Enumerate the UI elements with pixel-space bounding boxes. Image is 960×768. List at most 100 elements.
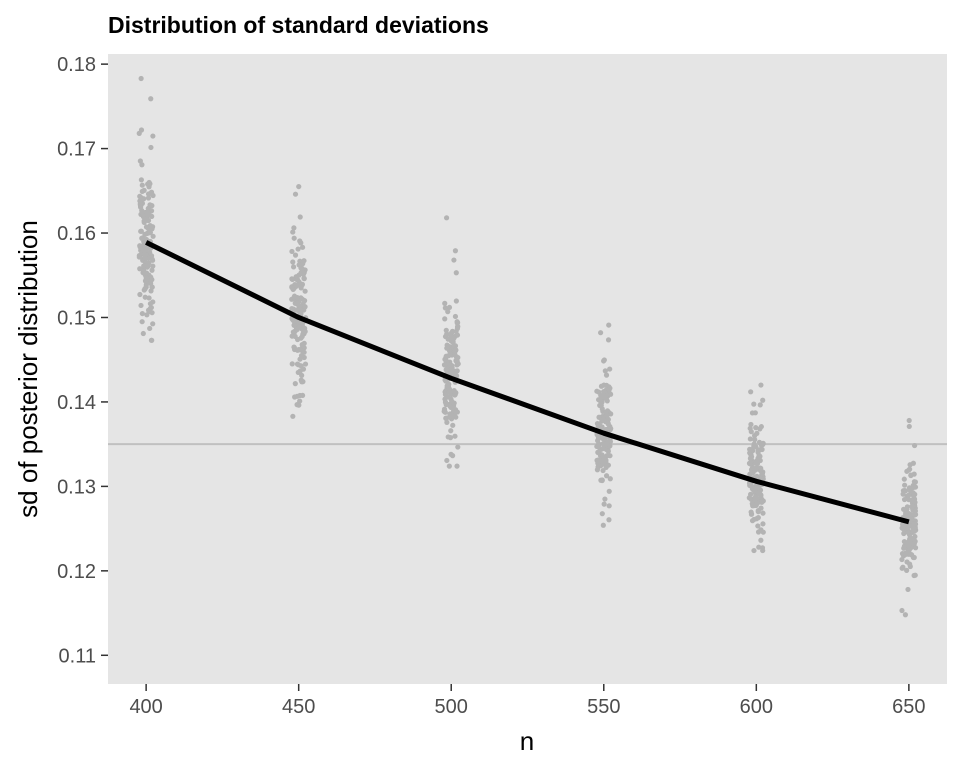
data-point [758, 382, 764, 388]
data-point [753, 425, 759, 431]
data-point [445, 434, 451, 440]
data-point [144, 209, 150, 216]
data-point [289, 276, 295, 282]
data-point [599, 406, 605, 412]
data-point [446, 463, 452, 469]
data-point [150, 133, 156, 139]
data-point [298, 310, 304, 317]
data-point [443, 215, 450, 221]
data-point [749, 484, 756, 490]
data-point [602, 394, 608, 400]
data-point [747, 455, 754, 462]
data-point [142, 294, 148, 300]
y-tick-label: 0.14 [57, 392, 96, 414]
data-point [295, 277, 301, 283]
data-point [900, 491, 906, 497]
data-point [139, 310, 145, 317]
data-point [905, 548, 912, 554]
data-point [150, 192, 156, 199]
data-point [756, 491, 762, 497]
data-point [755, 459, 761, 465]
data-point [299, 379, 305, 385]
y-axis-title: sd of posterior distribution [13, 220, 43, 518]
data-point [150, 263, 156, 269]
x-tick-label: 600 [740, 696, 773, 718]
data-point [912, 545, 919, 551]
data-point [298, 270, 304, 276]
chart-title: Distribution of standard deviations [108, 12, 489, 38]
data-point [290, 229, 296, 235]
data-point [299, 334, 305, 340]
data-point [607, 366, 613, 372]
data-point [902, 482, 908, 488]
data-point [911, 512, 918, 518]
data-point [606, 386, 612, 392]
data-point [147, 301, 154, 307]
data-point [138, 204, 144, 210]
data-point [452, 313, 459, 320]
data-point [453, 270, 459, 276]
data-point [911, 540, 917, 546]
data-point [145, 205, 151, 212]
data-point [757, 402, 763, 408]
data-point [760, 547, 766, 554]
data-point [141, 251, 148, 257]
y-tick-label: 0.17 [57, 139, 96, 161]
data-point [901, 496, 908, 503]
data-point [291, 235, 297, 241]
data-point [443, 367, 449, 373]
data-point [594, 467, 601, 473]
data-point [136, 130, 142, 136]
data-point [607, 443, 613, 449]
data-point [138, 177, 144, 183]
data-point [455, 444, 461, 450]
data-point [454, 463, 460, 469]
data-point [291, 293, 298, 299]
data-point [150, 224, 156, 230]
data-point [595, 449, 601, 455]
data-point [148, 280, 154, 286]
data-point [748, 389, 754, 395]
data-point [139, 162, 145, 168]
data-point [595, 444, 601, 450]
data-point [908, 512, 914, 518]
data-point [748, 509, 754, 515]
data-point [139, 319, 145, 325]
data-point [137, 193, 143, 199]
data-point [752, 437, 758, 443]
data-point [757, 467, 764, 474]
data-point [749, 465, 756, 471]
data-point [299, 372, 305, 378]
data-point [911, 536, 917, 542]
data-point [292, 191, 299, 197]
data-point [448, 428, 454, 434]
data-point [453, 298, 459, 304]
data-point [301, 275, 307, 281]
data-point [448, 333, 454, 339]
data-point [139, 182, 145, 188]
data-point [601, 357, 607, 363]
data-point [906, 417, 912, 424]
data-point [600, 522, 606, 528]
data-point [448, 451, 454, 457]
data-point [448, 404, 454, 410]
data-point [901, 545, 907, 551]
data-point [454, 319, 460, 325]
data-point [904, 567, 910, 573]
data-point [290, 259, 296, 265]
data-point [906, 543, 912, 549]
data-point [760, 397, 766, 403]
data-point [452, 433, 458, 439]
data-point [141, 263, 147, 269]
data-point [446, 304, 453, 311]
data-point [137, 198, 143, 204]
data-point [299, 282, 305, 288]
data-point [901, 538, 908, 545]
data-point [759, 499, 765, 505]
data-point [900, 522, 907, 528]
data-point [295, 246, 301, 252]
data-point [302, 361, 309, 367]
mean-line-layer [145, 240, 910, 525]
data-point [299, 265, 305, 272]
